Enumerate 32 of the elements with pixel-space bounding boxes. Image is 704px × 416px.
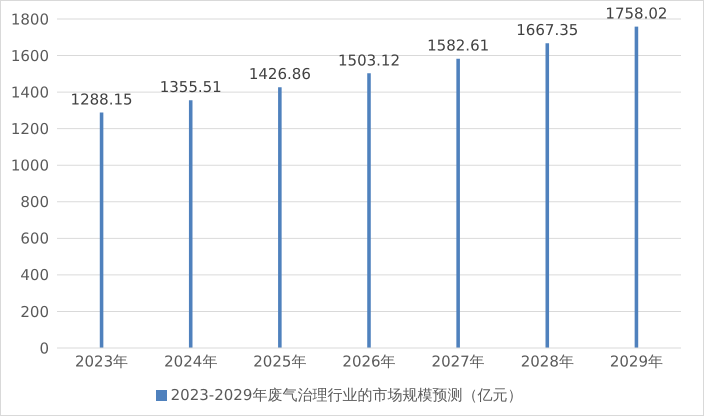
y-tick-label: 400 (20, 266, 49, 284)
y-tick-label: 1600 (10, 46, 49, 65)
data-label: 1758.02 (605, 4, 668, 23)
data-label: 1503.12 (338, 51, 400, 70)
data-label: 1288.15 (70, 90, 133, 109)
x-tick-label: 2027年 (432, 352, 485, 371)
bar (278, 87, 282, 348)
x-tick-label: 2024年 (164, 352, 218, 371)
x-tick-label: 2026年 (342, 352, 396, 371)
bar (188, 100, 192, 348)
data-label: 1582.61 (427, 36, 490, 55)
x-tick-label: 2028年 (520, 352, 574, 371)
legend-label: 2023-2029年废气治理行业的市场规模预测（亿元） (170, 386, 522, 404)
y-tick-label: 800 (20, 193, 49, 212)
data-label: 1355.51 (160, 78, 222, 96)
y-tick-label: 1400 (10, 83, 49, 102)
data-label: 1667.35 (516, 21, 578, 40)
y-tick-label: 0 (39, 339, 49, 358)
y-tick-label: 1000 (10, 156, 49, 175)
data-label: 1426.86 (248, 65, 311, 84)
x-tick-label: 2025年 (253, 352, 306, 371)
y-tick-label: 200 (20, 302, 49, 321)
bar (634, 26, 638, 348)
x-tick-label: 2023年 (74, 352, 128, 371)
bar (456, 58, 460, 348)
y-tick-label: 1200 (10, 120, 49, 138)
bar (100, 112, 104, 348)
bar (367, 73, 371, 348)
bar (546, 43, 550, 348)
y-tick-label: 600 (20, 230, 49, 248)
x-tick-label: 2029年 (610, 352, 664, 371)
y-tick-label: 1800 (10, 10, 49, 28)
